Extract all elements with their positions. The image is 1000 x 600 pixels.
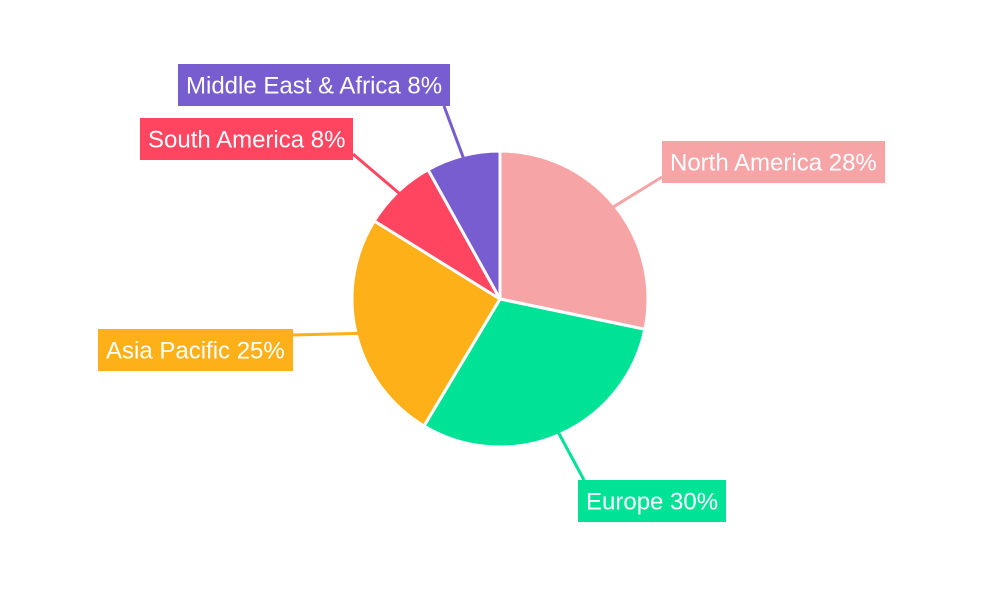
leader-line-south-america	[352, 152, 401, 195]
slice-label-box	[140, 118, 353, 160]
slice-label-europe: Europe 30%	[578, 480, 726, 522]
labels-layer: North America 28% Europe 30% Asia Pacific …	[98, 64, 885, 522]
leader-line-asia-pacific	[292, 331, 359, 337]
leader-line-north-america	[612, 175, 663, 209]
slice-label-box	[98, 329, 293, 371]
slice-label-asia-pacific: Asia Pacific 25%	[98, 329, 293, 371]
slice-label-text: Middle East & Africa 8%	[186, 72, 442, 99]
slice-label-middle-east-and-africa: Middle East & Africa 8%	[178, 64, 450, 106]
slice-label-text: North America 28%	[670, 149, 877, 176]
slice-label-text: Asia Pacific 25%	[106, 337, 285, 364]
slice-label-text: Europe 30%	[586, 488, 718, 515]
leader-line-middle-east-and-africa	[442, 105, 465, 159]
slice-label-text: South America 8%	[148, 126, 345, 153]
slice-label-south-america: South America 8%	[140, 118, 353, 160]
slice-label-box	[662, 141, 885, 183]
leader-line-europe	[557, 432, 586, 481]
slice-label-box	[578, 480, 726, 522]
leader-lines-layer	[292, 105, 663, 481]
slices-layer	[350, 149, 650, 449]
slice-label-north-america: North America 28%	[662, 141, 885, 183]
slice-label-box	[178, 64, 450, 106]
